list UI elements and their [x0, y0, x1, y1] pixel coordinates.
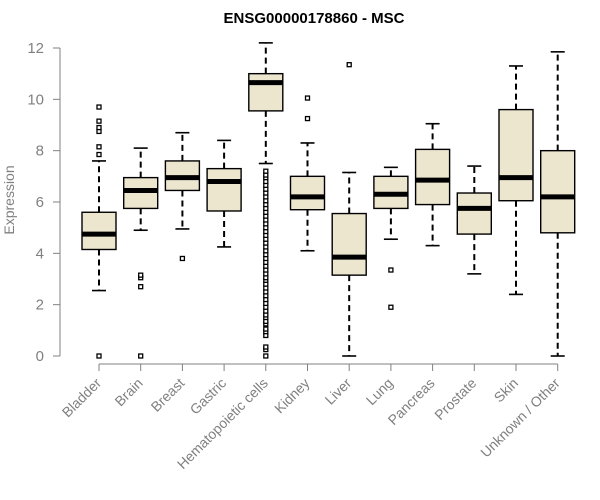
outlier-point: [263, 344, 269, 350]
box-liver: [331, 62, 367, 357]
x-tick-label: Skin: [491, 375, 522, 406]
iqr-box: [456, 192, 492, 235]
box-bladder: [81, 104, 117, 359]
outlier-point: [263, 168, 269, 174]
outlier-point: [179, 255, 186, 262]
outlier-point: [96, 104, 102, 110]
x-tick-label: Liver: [322, 375, 355, 408]
outlier-point: [138, 353, 144, 359]
iqr-box: [289, 175, 326, 211]
y-tick-label: 4: [36, 245, 44, 262]
box-skin: [498, 65, 534, 296]
iqr-box: [206, 167, 242, 212]
outlier-point: [96, 151, 102, 158]
x-tick-label: Brain: [111, 375, 145, 409]
iqr-box: [414, 148, 451, 206]
outlier-point: [388, 304, 394, 310]
iqr-box: [81, 211, 117, 251]
box-hematopoietic-cells: [248, 42, 284, 359]
box-lung: [373, 166, 409, 310]
outlier-point: [96, 353, 102, 359]
y-tick-label: 2: [36, 297, 44, 314]
outlier-point: [263, 353, 269, 359]
plot-area: [81, 42, 576, 359]
outlier-point: [96, 118, 102, 124]
box-pancreas: [414, 122, 451, 247]
y-tick-label: 0: [36, 348, 44, 365]
iqr-box: [498, 108, 534, 202]
x-tick-label: Bladder: [59, 375, 105, 421]
x-tick-label: Breast: [148, 375, 188, 415]
iqr-box: [540, 149, 576, 234]
chart-title: ENSG00000178860 - MSC: [224, 10, 405, 27]
box-gastric: [206, 139, 242, 248]
box-kidney: [289, 95, 326, 252]
outlier-point: [304, 115, 311, 122]
outlier-point: [346, 62, 352, 68]
outlier-point: [138, 272, 144, 278]
outlier-point: [96, 124, 102, 131]
outlier-point: [138, 284, 144, 290]
outlier-point: [388, 267, 394, 273]
x-tick-label: Kidney: [271, 375, 313, 417]
y-tick-label: 12: [27, 40, 44, 57]
iqr-box: [331, 212, 367, 276]
iqr-box: [248, 72, 284, 112]
y-axis-label: Expression: [1, 165, 17, 234]
x-tick-label: Lung: [363, 375, 396, 408]
x-tick-label: Unknown / Other: [477, 375, 563, 461]
y-tick-label: 10: [27, 91, 44, 108]
iqr-box: [122, 176, 159, 210]
y-tick-label: 6: [36, 194, 44, 211]
x-tick-label: Prostate: [431, 375, 479, 423]
box-brain: [122, 147, 159, 359]
y-tick-label: 8: [36, 143, 44, 160]
box-prostate: [456, 165, 492, 275]
outlier-point: [304, 95, 311, 101]
box-breast: [164, 131, 201, 262]
outlier-point: [263, 326, 269, 332]
outlier-point: [96, 144, 102, 150]
box-unknown-other: [540, 51, 576, 357]
